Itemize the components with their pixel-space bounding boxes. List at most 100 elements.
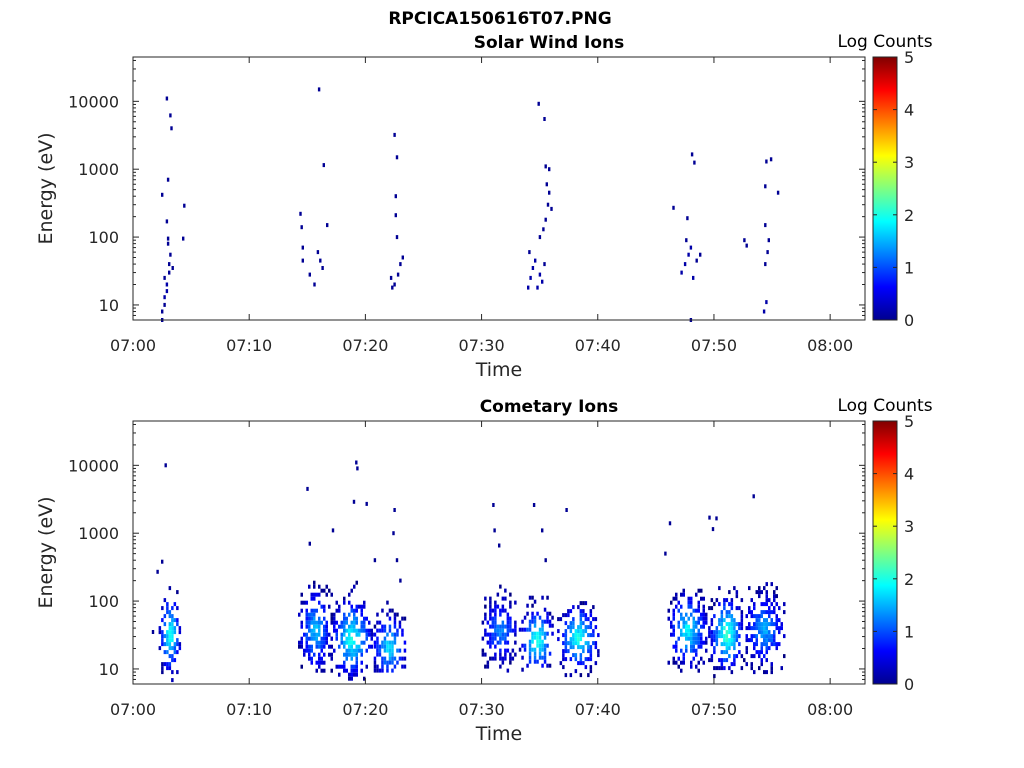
data-cell [577, 629, 580, 634]
data-cell [171, 634, 174, 639]
data-cell [499, 648, 502, 653]
data-cell [685, 644, 688, 649]
data-cell [305, 648, 308, 653]
data-point [686, 216, 689, 221]
data-cell [391, 668, 394, 673]
data-point [693, 160, 696, 165]
data-cell [680, 668, 683, 673]
data-cell [708, 658, 711, 663]
data-cell [672, 616, 675, 621]
data-cell [313, 628, 316, 633]
data-cell [396, 612, 399, 617]
data-cell [574, 633, 578, 638]
data-point [550, 206, 553, 211]
data-cell [383, 656, 387, 661]
data-point [711, 527, 715, 532]
data-cell [735, 606, 739, 611]
plot-area [132, 420, 866, 685]
data-cell [501, 636, 505, 641]
data-cell [687, 600, 690, 605]
data-cell [765, 630, 768, 635]
data-cell [773, 630, 776, 635]
data-cell [381, 624, 384, 629]
data-cell [541, 647, 544, 652]
data-cell [176, 618, 179, 623]
data-cell [710, 634, 714, 639]
data-cell [393, 612, 397, 617]
data-cell [315, 660, 318, 665]
data-cell [171, 626, 174, 631]
data-point [776, 190, 780, 195]
data-cell [378, 648, 382, 653]
data-cell [348, 676, 351, 681]
data-cell [705, 612, 708, 617]
data-cell [702, 604, 705, 609]
data-cell [748, 606, 751, 611]
data-point [745, 243, 748, 248]
data-cell [740, 610, 744, 615]
data-cell [760, 630, 763, 635]
data-cell [579, 613, 583, 618]
data-point [544, 164, 547, 169]
data-cell [763, 638, 766, 643]
data-cell [700, 596, 703, 601]
data-cell [504, 632, 507, 637]
data-cell [569, 637, 573, 642]
data-cell [355, 672, 358, 677]
x-tick-label: 07:10 [226, 700, 272, 719]
data-cell [396, 632, 399, 637]
colorbar-tick-label: 0 [904, 675, 914, 694]
data-cell [687, 632, 690, 637]
data-cell [695, 652, 698, 657]
panel-title: Solar Wind Ions [474, 33, 625, 53]
data-cell [360, 640, 363, 645]
data-cell [567, 613, 570, 618]
data-cell [682, 656, 685, 661]
data-cell [587, 645, 590, 650]
data-cell [381, 608, 384, 613]
data-cell [348, 644, 351, 649]
data-cell [682, 592, 685, 597]
data-point [668, 521, 672, 526]
data-cell [350, 656, 353, 661]
data-cell [592, 633, 595, 638]
data-cell [697, 588, 700, 593]
data-cell [365, 616, 368, 621]
data-cell [168, 622, 172, 627]
data-cell [504, 656, 507, 661]
data-point [548, 167, 551, 172]
data-point [165, 282, 169, 287]
data-cell [318, 592, 321, 597]
data-cell [340, 636, 343, 641]
data-cell [348, 632, 351, 637]
data-cell [675, 596, 678, 601]
data-cell [728, 646, 731, 651]
data-cell [308, 636, 311, 641]
y-axis-label: Energy (eV) [35, 496, 57, 608]
data-cell [370, 644, 373, 649]
data-cell [315, 608, 318, 613]
data-cell [391, 660, 394, 665]
data-cell [738, 622, 741, 627]
data-cell [710, 622, 714, 627]
data-point [156, 569, 159, 574]
data-cell [484, 604, 487, 609]
data-cell [305, 624, 308, 629]
data-cell [579, 617, 583, 622]
data-cell [735, 594, 739, 599]
data-cell [171, 670, 174, 675]
data-cell [730, 670, 734, 675]
data-cell [523, 643, 527, 648]
data-point [544, 217, 547, 222]
data-cell [360, 612, 363, 617]
data-cell [750, 634, 753, 639]
data-cell [589, 625, 593, 630]
x-tick-label: 08:00 [807, 700, 853, 719]
data-point [171, 266, 174, 270]
data-cell [770, 634, 773, 639]
data-cell [388, 648, 392, 653]
data-cell [548, 623, 552, 628]
colorbar-tick-label: 3 [904, 517, 914, 536]
data-cell [692, 648, 695, 653]
data-cell [700, 632, 703, 637]
